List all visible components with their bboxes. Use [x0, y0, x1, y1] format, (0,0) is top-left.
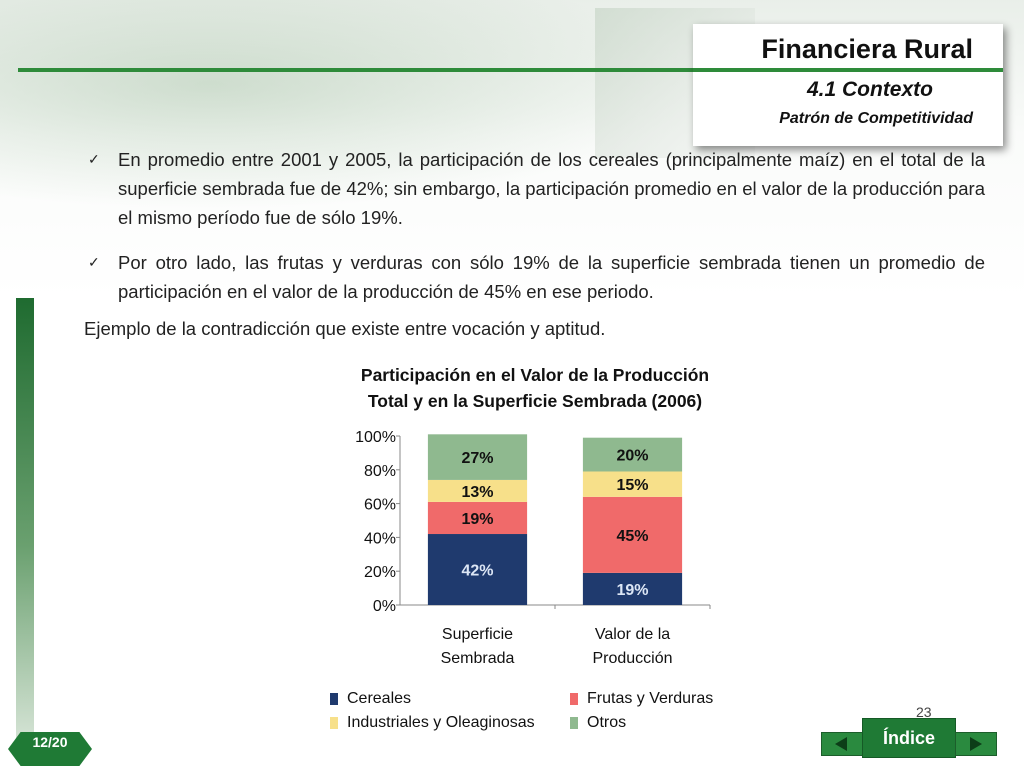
bar-segment [427, 501, 528, 535]
legend-item: Cereales [330, 688, 411, 710]
page-title: Financiera Rural [761, 34, 973, 64]
stacked-bar-chart: 0% 20% 40% 60% 80% 100% 42% 19% 13% 27% Superficie… [355, 429, 711, 667]
bar-segment [427, 479, 528, 502]
bar-segment [582, 437, 683, 472]
legend-label: Cereales [347, 690, 412, 707]
chart-title-line1: Participación en el Valor de la Producci… [360, 365, 710, 385]
next-button[interactable] [955, 732, 997, 756]
bar-segment [582, 496, 683, 573]
title-underline [693, 68, 1003, 72]
legend-swatch [570, 717, 578, 729]
data-label: 45% [616, 528, 648, 545]
x-tick-label: Sembrada [441, 650, 515, 667]
legend-swatch [330, 717, 338, 729]
subsection-title: Patrón de Competitividad [779, 110, 973, 127]
bar-segment [427, 434, 528, 480]
slide-number: 23 [916, 704, 932, 720]
x-tick-label: Valor de la [595, 626, 670, 643]
bullet-text: Por otro lado, las frutas y verduras con… [118, 252, 985, 302]
data-label: 19% [461, 511, 493, 528]
legend-swatch [330, 693, 338, 705]
y-tick-label: 80% [364, 463, 396, 480]
arrow-left-icon [835, 737, 847, 751]
check-icon: ✓ [88, 151, 100, 167]
y-tick-label: 40% [364, 530, 396, 547]
left-accent-bar [16, 298, 34, 748]
arrow-right-icon [970, 737, 982, 751]
bar-segment [582, 471, 683, 497]
example-text: Ejemplo de la contradicción que existe e… [84, 318, 606, 339]
index-button[interactable]: Índice [862, 718, 956, 758]
legend-item: Industriales y Oleaginosas [330, 712, 535, 734]
legend-swatch [570, 693, 578, 705]
data-label: 42% [461, 563, 493, 580]
check-icon: ✓ [88, 254, 100, 270]
bullet-item: ✓ En promedio entre 2001 y 2005, la part… [88, 145, 985, 232]
data-label: 20% [616, 448, 648, 465]
leaf-image [0, 0, 700, 210]
data-label: 15% [616, 477, 648, 494]
section-title: 4.1 Contexto [806, 78, 933, 101]
data-label: 13% [461, 484, 493, 501]
x-tick-label: Producción [592, 650, 672, 667]
y-tick-label: 0% [373, 598, 396, 615]
legend-item: Otros [570, 712, 626, 734]
header-divider [18, 68, 988, 72]
y-tick-label: 100% [355, 429, 396, 446]
bullet-text: En promedio entre 2001 y 2005, la partic… [118, 149, 985, 228]
page-counter: 12/20 [8, 732, 92, 766]
legend-label: Frutas y Verduras [587, 690, 714, 707]
title-card: Financiera Rural 4.1 Contexto Patrón de … [693, 24, 1003, 146]
legend-label: Otros [587, 714, 627, 731]
bullet-item: ✓ Por otro lado, las frutas y verduras c… [88, 248, 985, 306]
bar-segment [427, 534, 528, 605]
previous-button[interactable] [821, 732, 863, 756]
chart-title-line2: Total y en la Superficie Sembrada (2006) [367, 391, 703, 411]
bar-segment [582, 572, 683, 605]
x-tick-label: Superficie [442, 626, 513, 643]
page-counter-label: 12/20 [32, 734, 68, 750]
data-label: 27% [461, 450, 493, 467]
chart-title: Participación en el Valor de la Producci… [300, 362, 770, 414]
legend-item: Frutas y Verduras [570, 688, 713, 710]
page-counter-shape [8, 732, 92, 766]
y-tick-label: 20% [364, 564, 396, 581]
legend-label: Industriales y Oleaginosas [347, 714, 535, 731]
data-label: 19% [616, 582, 648, 599]
y-tick-label: 60% [364, 497, 396, 514]
